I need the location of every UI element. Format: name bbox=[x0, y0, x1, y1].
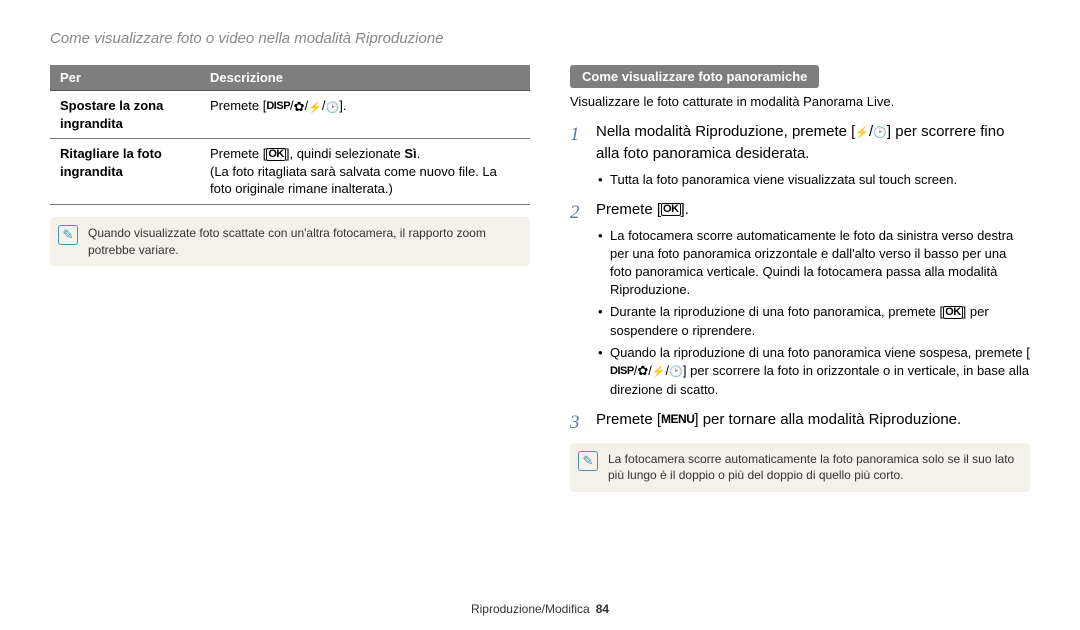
steps-list: Nella modalità Riproduzione, premete [/]… bbox=[570, 121, 1030, 431]
step2-sub3: Quando la riproduzione di una foto panor… bbox=[596, 344, 1030, 399]
note-icon bbox=[578, 451, 598, 471]
section-intro: Visualizzare le foto catturate in modali… bbox=[570, 94, 1030, 109]
flash-icon bbox=[855, 121, 869, 143]
th-desc: Descrizione bbox=[200, 65, 530, 91]
macro-icon bbox=[637, 362, 648, 380]
table-row: Ritagliare la foto ingrandita Premete [O… bbox=[50, 139, 530, 205]
table-row: Spostare la zona ingrandita Premete [DIS… bbox=[50, 91, 530, 139]
ok-icon: OK bbox=[943, 306, 963, 319]
ok-icon: OK bbox=[661, 203, 681, 216]
flash-icon bbox=[652, 362, 666, 380]
timer-icon bbox=[873, 121, 887, 143]
row1-desc: Premete [DISP///]. bbox=[200, 91, 530, 139]
macro-icon bbox=[294, 98, 305, 116]
right-column: Come visualizzare foto panoramiche Visua… bbox=[570, 65, 1030, 492]
step-2: Premete [OK]. La fotocamera scorre autom… bbox=[570, 199, 1030, 399]
left-note: Quando visualizzate foto scattate con un… bbox=[50, 217, 530, 267]
controls-table: Per Descrizione Spostare la zona ingrand… bbox=[50, 65, 530, 205]
th-per: Per bbox=[50, 65, 200, 91]
flash-icon bbox=[308, 98, 322, 116]
row2-label: Ritagliare la foto ingrandita bbox=[50, 139, 200, 205]
right-note: La fotocamera scorre automaticamente la … bbox=[570, 443, 1030, 493]
row1-label: Spostare la zona ingrandita bbox=[50, 91, 200, 139]
step2-sub2: Durante la riproduzione di una foto pano… bbox=[596, 303, 1030, 339]
menu-icon: MENU bbox=[661, 411, 694, 428]
note-icon bbox=[58, 225, 78, 245]
ok-icon: OK bbox=[266, 148, 286, 161]
page-title: Come visualizzare foto o video nella mod… bbox=[50, 30, 1030, 47]
section-heading: Come visualizzare foto panoramiche bbox=[570, 65, 819, 88]
step-3: Premete [MENU] per tornare alla modalità… bbox=[570, 409, 1030, 431]
disp-icon: DISP bbox=[266, 99, 290, 114]
timer-icon bbox=[669, 362, 683, 380]
step2-sub1: La fotocamera scorre automaticamente le … bbox=[596, 227, 1030, 300]
timer-icon bbox=[326, 98, 340, 116]
step-1: Nella modalità Riproduzione, premete [/]… bbox=[570, 121, 1030, 189]
row2-desc: Premete [OK], quindi selezionate Sì. (La… bbox=[200, 139, 530, 205]
disp-icon: DISP bbox=[610, 364, 634, 379]
page-footer: Riproduzione/Modifica84 bbox=[0, 602, 1080, 616]
left-column: Per Descrizione Spostare la zona ingrand… bbox=[50, 65, 530, 492]
step1-sub1: Tutta la foto panoramica viene visualizz… bbox=[596, 171, 1030, 189]
